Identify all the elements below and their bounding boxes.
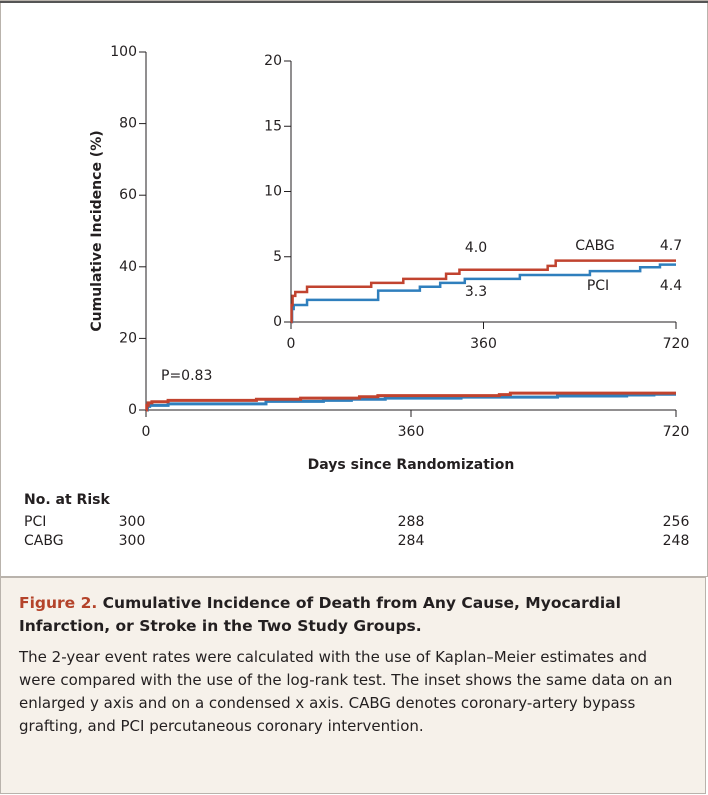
value-annotation: 4.4 [660,278,682,294]
y-tick-label: 100 [110,44,137,60]
x-tick-label: 720 [663,424,690,440]
y-tick-label: 20 [119,330,137,346]
series-label: CABG [575,238,615,254]
x-tick-label: 360 [470,336,497,352]
risk-count: 256 [663,514,690,530]
caption: Figure 2. Cumulative Incidence of Death … [0,577,706,794]
value-annotation: 4.7 [660,238,682,254]
caption-title: Figure 2. Cumulative Incidence of Death … [19,592,687,638]
x-tick-label: 360 [398,424,425,440]
value-annotation: 4.0 [465,240,487,256]
caption-label: Figure 2. [19,594,98,612]
risk-count: 284 [398,533,425,549]
y-tick-label: 10 [264,184,282,200]
y-tick-label: 40 [119,259,137,275]
x-tick-label: 0 [142,424,151,440]
y-tick-label: 0 [273,314,282,330]
chart: Cumulative Incidence (%) Days since Rand… [0,0,708,577]
risk-title: No. at Risk [24,492,110,508]
y-tick-label: 5 [273,249,282,265]
y-tick-label: 0 [128,402,137,418]
risk-group: CABG [24,533,64,549]
y-tick-label: 20 [264,53,282,69]
p-value: P=0.83 [161,368,212,384]
series-label: PCI [587,278,609,294]
caption-body: The 2-year event rates were calculated w… [19,648,673,735]
risk-count: 288 [398,514,425,530]
caption-heading: Cumulative Incidence of Death from Any C… [19,594,621,635]
risk-count: 300 [119,533,146,549]
y-axis-title: Cumulative Incidence (%) [89,130,105,331]
survival-curve [290,259,676,324]
x-tick-label: 0 [287,336,296,352]
risk-count: 300 [119,514,146,530]
risk-count: 248 [663,533,690,549]
chart-frame [0,0,708,577]
y-tick-label: 60 [119,187,137,203]
risk-group: PCI [24,514,46,530]
y-tick-label: 15 [264,118,282,134]
survival-curve [145,391,676,412]
x-tick-label: 720 [663,336,690,352]
value-annotation: 3.3 [465,284,487,300]
x-axis-title: Days since Randomization [308,457,515,473]
y-tick-label: 80 [119,116,137,132]
